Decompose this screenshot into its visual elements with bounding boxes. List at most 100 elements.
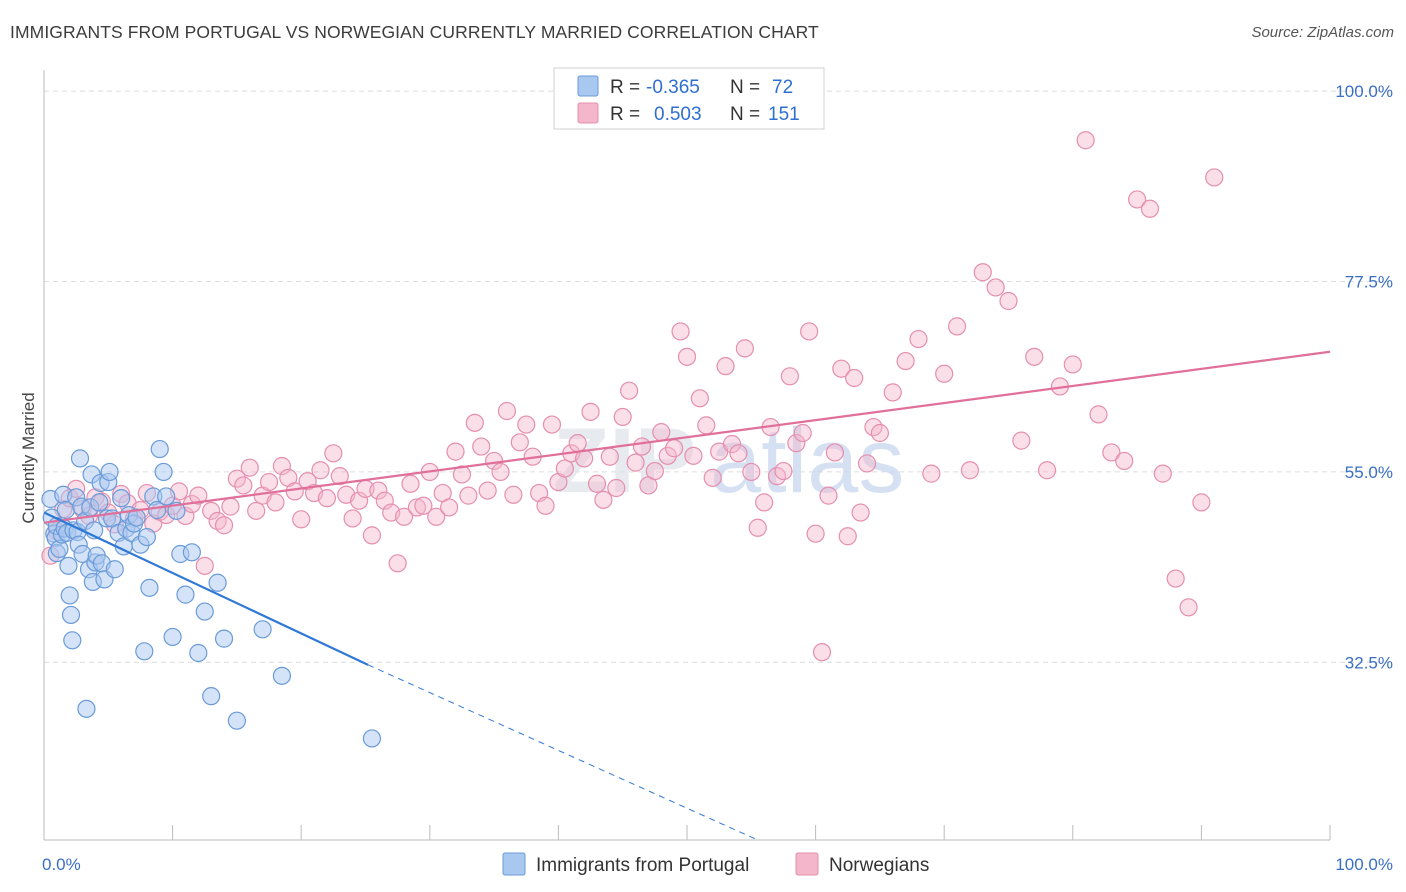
norwegians-point <box>388 554 407 573</box>
norwegians-point <box>478 481 497 500</box>
axes <box>43 70 1331 841</box>
portugal-point <box>140 578 159 597</box>
norwegians-point <box>298 472 317 491</box>
stats-legend-box <box>553 67 825 130</box>
legend-swatch-blue <box>577 75 599 97</box>
norwegians-point <box>825 443 844 462</box>
norwegians-point <box>491 462 510 482</box>
norwegians-point <box>343 509 362 528</box>
norwegians-point <box>510 433 529 452</box>
portugal-point <box>105 560 124 579</box>
portugal-point <box>77 699 96 718</box>
portugal-point <box>195 602 214 621</box>
norwegians-point <box>247 501 266 520</box>
grid-lines <box>44 90 1392 663</box>
norwegians-point <box>536 496 555 515</box>
norwegians-point <box>812 643 832 662</box>
norwegians-point <box>504 485 523 504</box>
norwegians-point <box>922 464 941 483</box>
norwegians-point <box>221 497 240 516</box>
norwegians-point <box>375 491 394 510</box>
norwegians-point <box>1153 464 1172 483</box>
norwegians-point <box>787 434 806 453</box>
norwegians-point <box>620 381 639 400</box>
norwegians-point <box>587 474 607 493</box>
x-tick-labels: 0.0% 100.0% <box>42 855 1393 874</box>
portugal-points <box>41 439 382 748</box>
norwegians-point <box>1166 569 1185 588</box>
series-legend-label-portugal: Immigrants from Portugal <box>536 855 749 876</box>
norwegians-point <box>427 507 446 526</box>
norwegians-point <box>1192 493 1211 512</box>
y-axis-label: Currently Married <box>19 392 38 523</box>
norwegians-point <box>716 357 735 376</box>
portugal-point <box>189 643 208 663</box>
portugal-point <box>150 439 169 459</box>
norwegians-point <box>697 416 716 435</box>
norwegians-point <box>1012 431 1031 450</box>
series-legend-label-norwegians: Norwegians <box>829 855 929 876</box>
portugal-point <box>182 543 201 562</box>
norwegians-point <box>986 278 1005 297</box>
norwegians-point <box>857 454 877 473</box>
legend-n-label-blue: N = <box>730 77 760 98</box>
norwegians-point <box>292 510 311 529</box>
norwegians-point <box>626 453 645 472</box>
watermark-bold: ZIP <box>553 410 696 512</box>
norwegians-point <box>1127 190 1147 209</box>
norwegians-point <box>999 291 1018 311</box>
portugal-trend-line <box>43 511 369 666</box>
portugal-point <box>362 729 382 748</box>
norwegians-point <box>465 413 484 432</box>
norwegians-point <box>793 423 812 443</box>
portugal-point <box>90 493 109 512</box>
norwegians-point <box>349 491 369 510</box>
norwegians-point <box>1063 355 1082 374</box>
chart-title: IMMIGRANTS FROM PORTUGAL VS NORWEGIAN CU… <box>10 22 819 42</box>
norwegians-point <box>594 490 613 509</box>
x-tick-label: 100.0% <box>1335 855 1393 874</box>
norwegians-point <box>800 322 819 341</box>
norwegians-point <box>658 446 677 465</box>
norwegians-point <box>1140 199 1160 218</box>
norwegians-point <box>645 461 664 481</box>
trend-lines <box>43 350 1331 841</box>
portugal-point <box>163 627 182 647</box>
norwegians-point <box>845 368 864 388</box>
legend-n-value-blue: 72 <box>772 77 793 98</box>
norwegians-point <box>317 489 337 508</box>
norwegians-point <box>1089 405 1108 424</box>
norwegians-point <box>838 527 857 546</box>
legend-r-label-blue: R = <box>610 77 640 98</box>
norwegians-point <box>446 442 465 461</box>
norwegians-point <box>472 437 491 456</box>
norwegians-point <box>742 462 761 482</box>
norwegians-point <box>555 459 574 478</box>
portugal-point <box>135 642 154 661</box>
norwegians-point <box>227 469 246 488</box>
norwegians-point <box>851 503 870 522</box>
norwegians-point <box>394 507 414 526</box>
norwegians-point <box>748 518 767 537</box>
norwegians-point <box>581 402 600 421</box>
norwegians-point <box>703 468 722 487</box>
norwegians-point <box>189 486 208 505</box>
norwegians-point <box>1076 131 1095 150</box>
norwegians-point <box>1179 598 1198 617</box>
norwegians-point <box>259 472 279 492</box>
legend-n-label-pink: N = <box>730 104 760 125</box>
watermark: ZIP atlas <box>553 410 904 512</box>
norwegians-point <box>632 437 652 456</box>
norwegians-point <box>234 476 253 495</box>
norwegians-point <box>729 444 748 463</box>
norwegians-point <box>607 478 626 498</box>
norwegians-point <box>214 516 234 535</box>
norwegians-point <box>452 465 472 484</box>
portugal-point <box>112 489 131 508</box>
norwegians-point <box>883 383 902 402</box>
portugal-point <box>61 605 81 625</box>
norwegians-point <box>613 407 632 427</box>
norwegians-point <box>266 493 285 512</box>
norwegians-point <box>1025 347 1044 366</box>
norwegians-point <box>1102 443 1121 462</box>
